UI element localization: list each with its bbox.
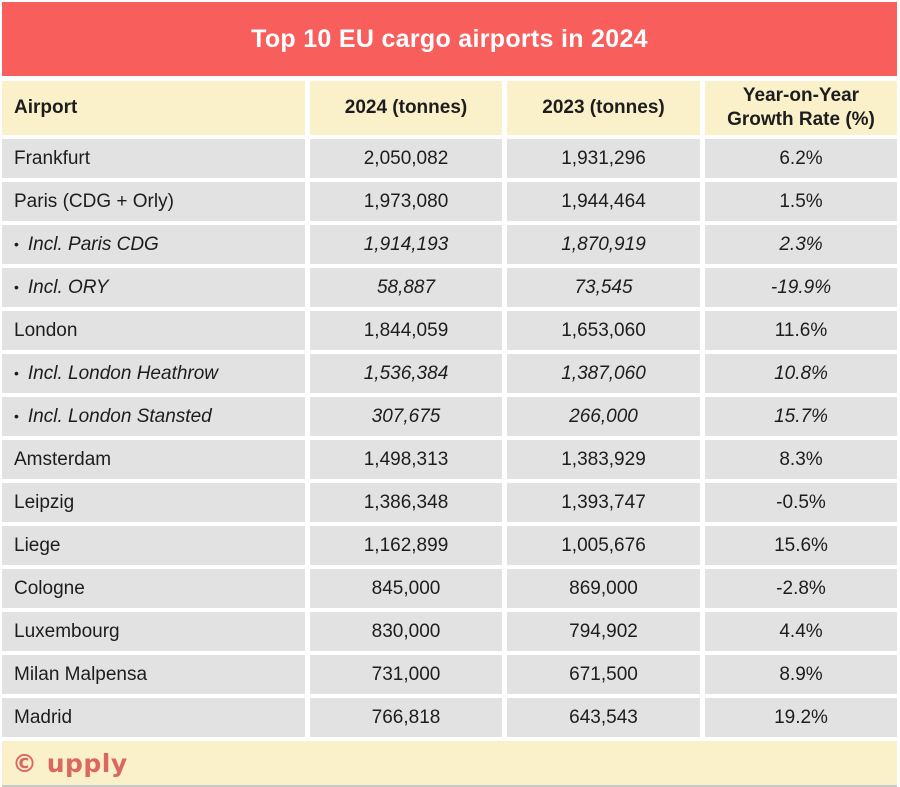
airport-cell: Liege [2, 526, 305, 565]
airport-cell: Leipzig [2, 483, 305, 522]
airport-name: Amsterdam [14, 448, 112, 470]
airport-name: Madrid [14, 706, 73, 728]
growth-cell: 1.5% [705, 182, 897, 221]
tonnes-2024-cell: 1,973,080 [310, 182, 502, 221]
growth-cell: 2.3% [705, 225, 897, 264]
tonnes-2023-cell: 1,383,929 [507, 440, 700, 479]
growth-cell: 15.7% [705, 397, 897, 436]
growth-cell: 11.6% [705, 311, 897, 350]
page-title: Top 10 EU cargo airports in 2024 [251, 24, 648, 53]
airport-cell: Milan Malpensa [2, 655, 305, 694]
tonnes-2024-cell: 1,162,899 [310, 526, 502, 565]
airport-cell: Madrid [2, 698, 305, 737]
tonnes-2024-cell: 1,386,348 [310, 483, 502, 522]
tonnes-2023-cell: 794,902 [507, 612, 700, 651]
airport-cell: Amsterdam [2, 440, 305, 479]
tonnes-2023-cell: 1,005,676 [507, 526, 700, 565]
tonnes-2023-cell: 73,545 [507, 268, 700, 307]
tonnes-2023-cell: 869,000 [507, 569, 700, 608]
growth-cell: -2.8% [705, 569, 897, 608]
tonnes-2023-cell: 1,870,919 [507, 225, 700, 264]
airport-name: Milan Malpensa [14, 663, 148, 685]
airport-name: Luxembourg [14, 620, 120, 642]
footer: © upply [2, 741, 897, 785]
growth-cell: 4.4% [705, 612, 897, 651]
bullet-icon: • [14, 278, 19, 295]
airport-name: Liege [14, 534, 61, 556]
bullet-icon: • [14, 364, 19, 381]
airport-name: Paris (CDG + Orly) [14, 190, 174, 212]
upply-logo: © upply [12, 748, 128, 778]
tonnes-2024-cell: 1,914,193 [310, 225, 502, 264]
title-banner: Top 10 EU cargo airports in 2024 [2, 2, 897, 76]
tonnes-2023-cell: 671,500 [507, 655, 700, 694]
tonnes-2023-cell: 266,000 [507, 397, 700, 436]
airport-cell: Frankfurt [2, 139, 305, 178]
col-header-2024-tonnes: 2024 (tonnes) [310, 81, 502, 135]
airport-cell: • Incl. Paris CDG [2, 225, 305, 264]
tonnes-2024-cell: 307,675 [310, 397, 502, 436]
growth-cell: -0.5% [705, 483, 897, 522]
tonnes-2023-cell: 1,944,464 [507, 182, 700, 221]
tonnes-2023-cell: 1,931,296 [507, 139, 700, 178]
airport-name: Cologne [14, 577, 85, 599]
airport-name: Incl. Paris CDG [27, 233, 159, 255]
tonnes-2023-cell: 1,387,060 [507, 354, 700, 393]
airport-cell: • Incl. ORY [2, 268, 305, 307]
airport-name: Frankfurt [14, 147, 91, 169]
tonnes-2024-cell: 731,000 [310, 655, 502, 694]
airport-cell: Paris (CDG + Orly) [2, 182, 305, 221]
tonnes-2024-cell: 58,887 [310, 268, 502, 307]
airport-name: Incl. London Heathrow [27, 362, 219, 384]
growth-cell: 15.6% [705, 526, 897, 565]
airport-name: Incl. London Stansted [27, 405, 212, 427]
bullet-icon: • [14, 407, 19, 424]
col-header-airport: Airport [2, 81, 305, 135]
airport-cell: Cologne [2, 569, 305, 608]
growth-cell: 10.8% [705, 354, 897, 393]
tonnes-2023-cell: 1,653,060 [507, 311, 700, 350]
tonnes-2024-cell: 845,000 [310, 569, 502, 608]
col-header-growth-rate: Year-on-Year Growth Rate (%) [705, 81, 897, 135]
airport-name: Incl. ORY [27, 276, 109, 298]
tonnes-2024-cell: 2,050,082 [310, 139, 502, 178]
growth-cell: 19.2% [705, 698, 897, 737]
tonnes-2024-cell: 1,844,059 [310, 311, 502, 350]
tonnes-2023-cell: 1,393,747 [507, 483, 700, 522]
airport-name: Leipzig [14, 491, 75, 513]
tonnes-2023-cell: 643,543 [507, 698, 700, 737]
airport-name: London [14, 319, 78, 341]
airport-cell: • Incl. London Heathrow [2, 354, 305, 393]
cargo-airports-table: Airport 2024 (tonnes) 2023 (tonnes) Year… [2, 81, 897, 737]
growth-cell: 8.3% [705, 440, 897, 479]
airport-cell: Luxembourg [2, 612, 305, 651]
tonnes-2024-cell: 1,498,313 [310, 440, 502, 479]
growth-cell: 8.9% [705, 655, 897, 694]
tonnes-2024-cell: 766,818 [310, 698, 502, 737]
airport-cell: London [2, 311, 305, 350]
tonnes-2024-cell: 830,000 [310, 612, 502, 651]
growth-cell: 6.2% [705, 139, 897, 178]
col-header-2023-tonnes: 2023 (tonnes) [507, 81, 700, 135]
bullet-icon: • [14, 235, 19, 252]
growth-cell: -19.9% [705, 268, 897, 307]
tonnes-2024-cell: 1,536,384 [310, 354, 502, 393]
airport-cell: • Incl. London Stansted [2, 397, 305, 436]
